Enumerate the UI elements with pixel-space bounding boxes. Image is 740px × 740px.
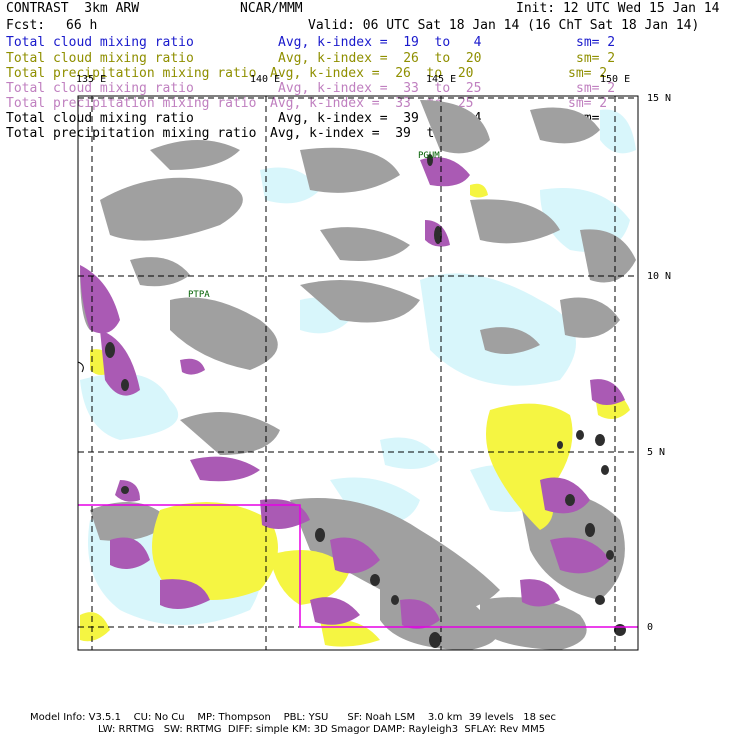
field-row-3-sm: sm= 2 <box>568 66 608 81</box>
lat-label-5n: 5 N <box>647 447 666 458</box>
field-row-4-sm: sm= 2 <box>576 81 616 96</box>
field-row-5-avg: Avg, k-index = 33 to 25 <box>270 96 474 111</box>
map-frame <box>77 95 639 651</box>
field-row-3-avg: Avg, k-index = 26 to 20 <box>270 66 474 81</box>
field-row-1-avg: Avg, k-index = 19 to 4 <box>278 35 482 50</box>
lon-label-135e: 135 E <box>76 74 107 85</box>
field-row-1-name: Total cloud mixing ratio <box>6 35 194 50</box>
field-row-1-sm: sm= 2 <box>576 35 616 50</box>
nested-domain-outline <box>78 504 638 628</box>
fcst-label: Fcst: <box>6 18 46 33</box>
valid-time: Valid: 06 UTC Sat 18 Jan 14 (16 ChT Sat … <box>308 18 700 33</box>
model-title: CONTRAST 3km ARW <box>6 1 140 16</box>
field-row-4-name: Total cloud mixing ratio <box>6 81 194 96</box>
lat-label-0: 0 <box>647 622 654 633</box>
field-row-3-name: Total precipitation mixing ratio <box>6 66 257 81</box>
field-row-4-avg: Avg, k-index = 33 to 25 <box>278 81 482 96</box>
purple-precip-regions <box>80 157 625 629</box>
lat-label-10n: 10 N <box>647 271 672 282</box>
field-row-6-name: Total cloud mixing ratio <box>6 111 194 126</box>
field-row-2-avg: Avg, k-index = 26 to 20 <box>278 51 482 66</box>
init-time: Init: 12 UTC Wed 15 Jan 14 <box>516 1 720 16</box>
center-label: NCAR/MMM <box>240 1 303 16</box>
lon-label-140e: 140 E <box>250 74 281 85</box>
lon-label-145e: 145 E <box>426 74 457 85</box>
fcst-value: 66 h <box>66 18 98 33</box>
model-info-line-1: Model Info: V3.5.1 CU: No Cu MP: Thompso… <box>30 712 556 723</box>
lon-label-150e: 150 E <box>600 74 631 85</box>
lat-label-15n: 15 N <box>647 93 672 104</box>
model-info-line-2: LW: RRTMG SW: RRTMG DIFF: simple KM: 3D … <box>98 724 546 735</box>
field-row-2-name: Total cloud mixing ratio <box>6 51 194 66</box>
field-row-2-sm: sm= 2 <box>576 51 616 66</box>
station-ptpa: PTPA <box>188 290 210 300</box>
station-pgum: PGUM <box>418 151 440 161</box>
map-field-layer <box>80 100 636 650</box>
field-row-5-sm: sm= 2 <box>568 96 608 111</box>
coastline <box>77 361 84 373</box>
